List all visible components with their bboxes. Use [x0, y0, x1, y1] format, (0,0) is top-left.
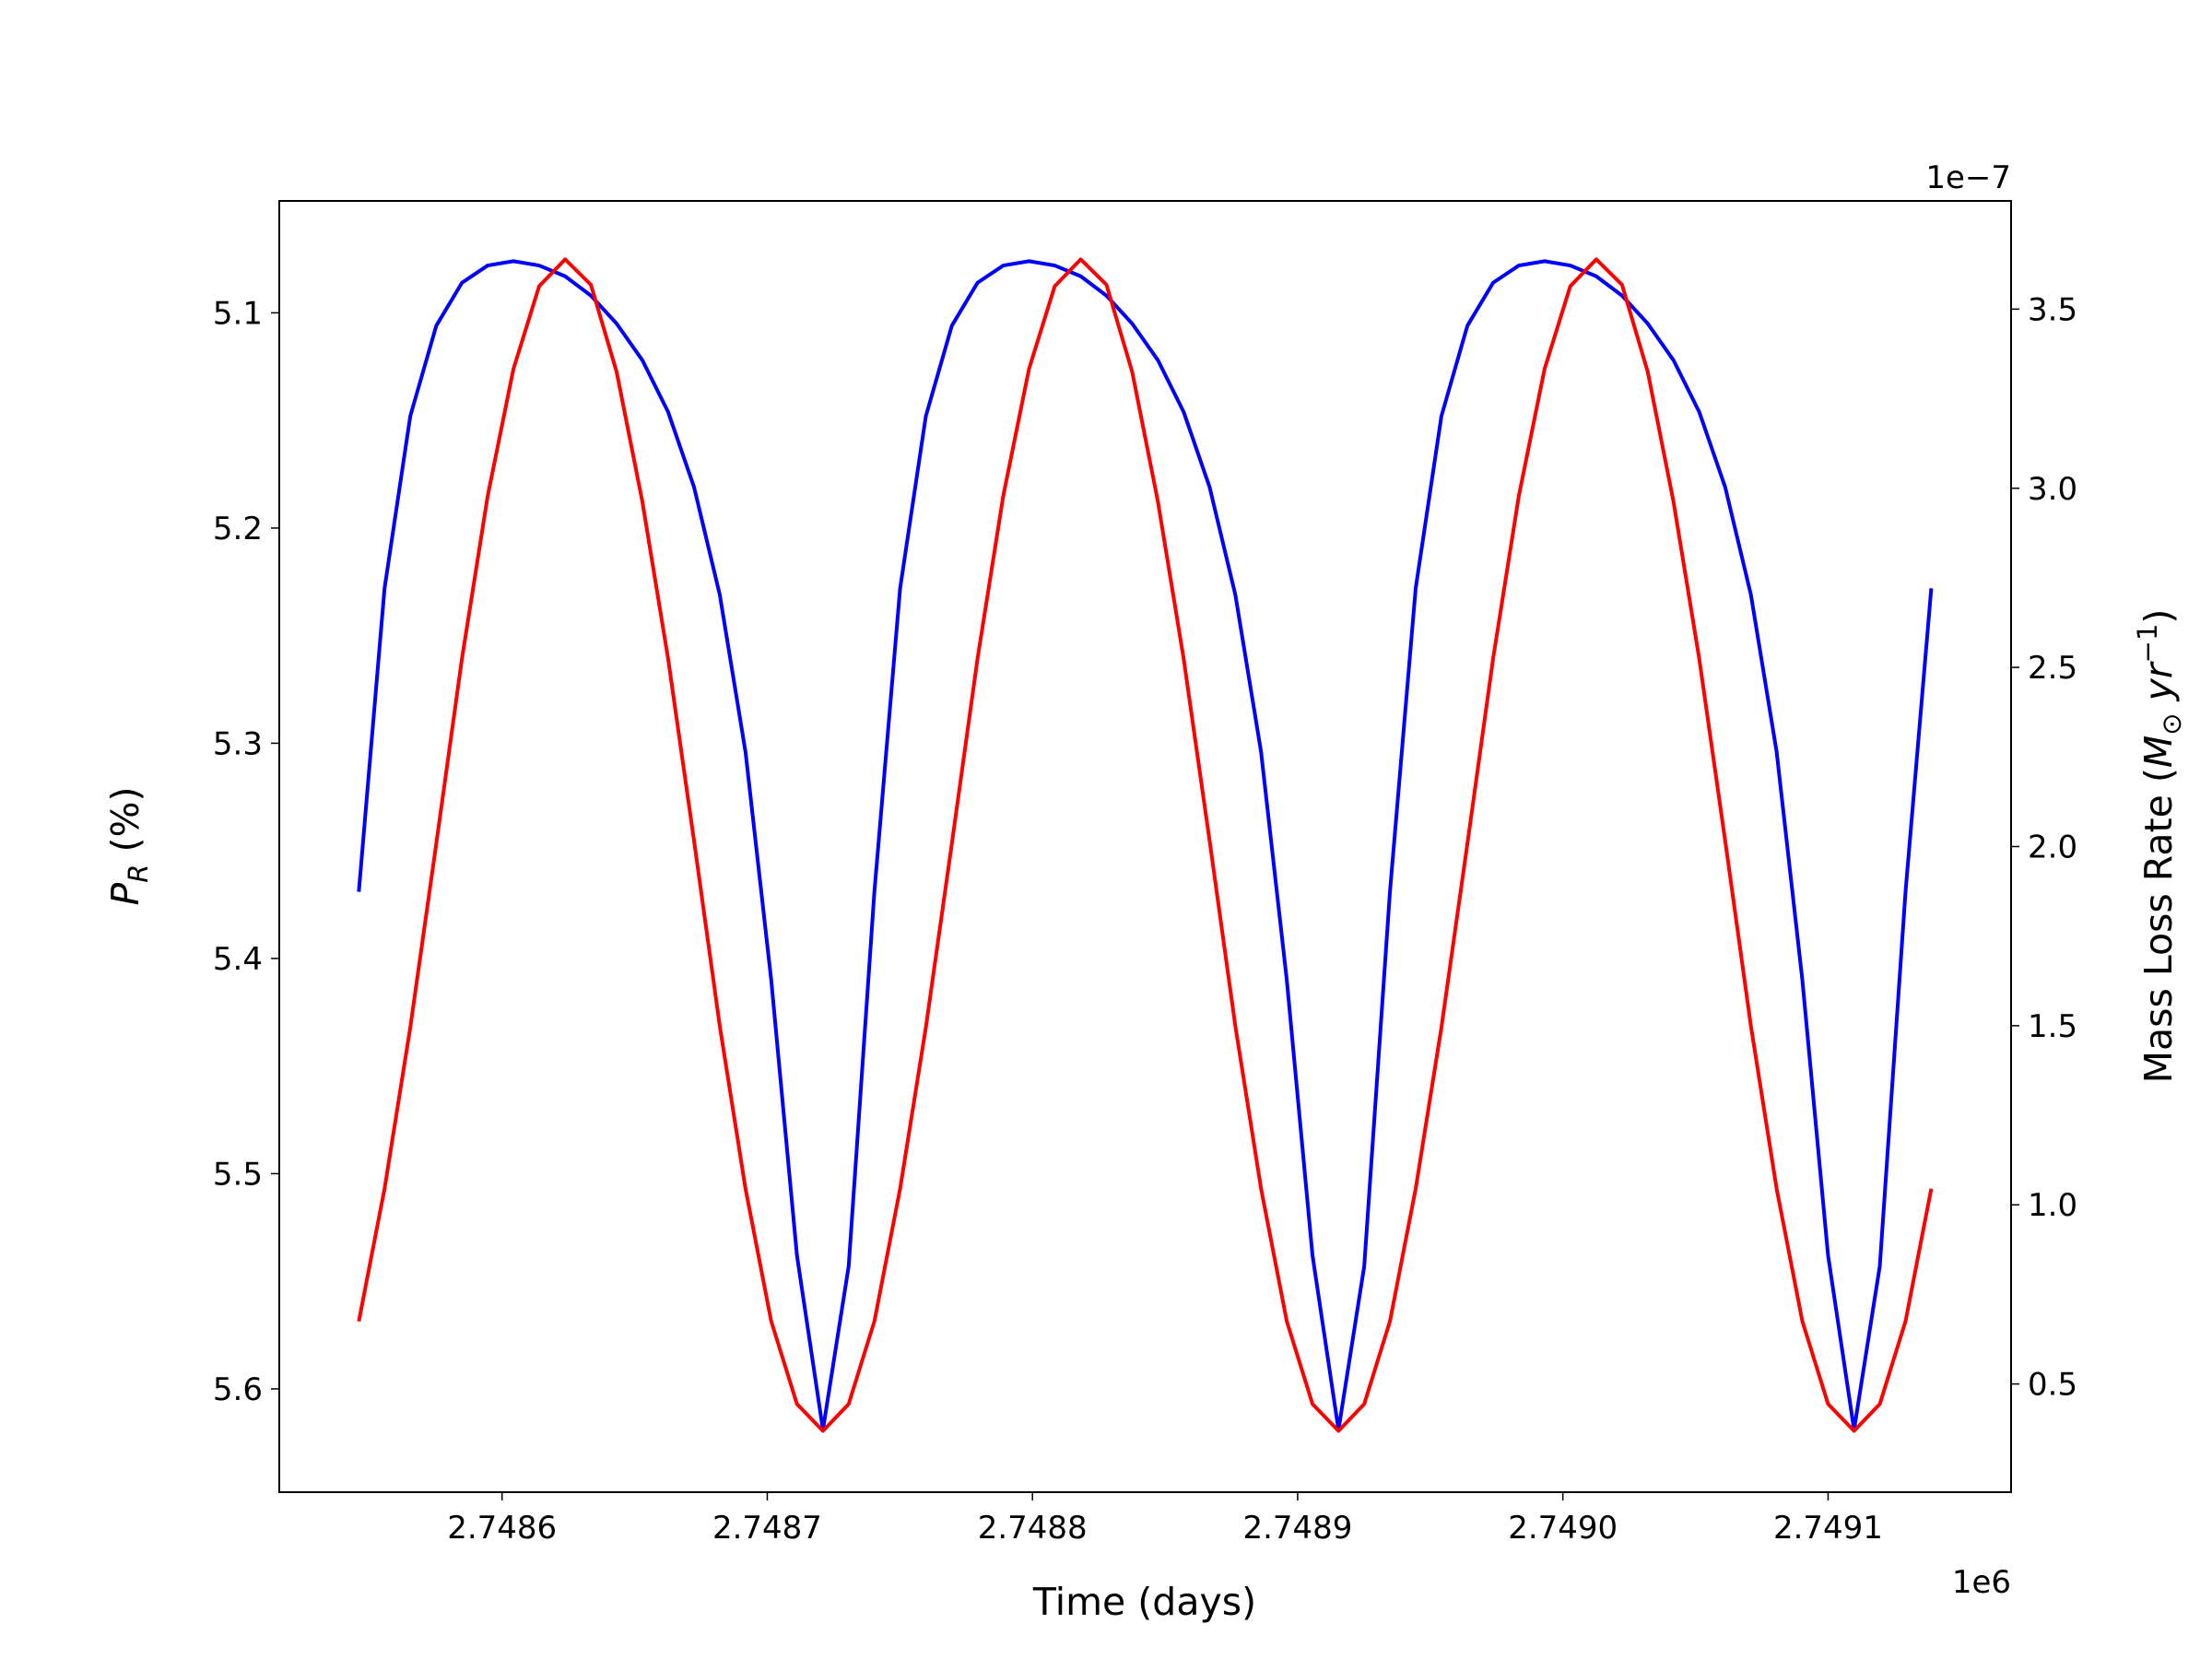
data-line — [357, 257, 1934, 1433]
plot-frame — [278, 200, 2012, 1493]
x-tick-label: 2.7488 — [978, 1510, 1088, 1547]
x-axis-label: Time (days) — [1032, 1580, 1256, 1624]
x-offset-label: 1e6 — [1952, 1564, 2011, 1601]
x-tick-label: 2.7491 — [1773, 1510, 1883, 1547]
y-tick-label: 5.2 — [213, 511, 263, 547]
y2-label-unit: yr — [2136, 661, 2181, 712]
y-label-subscript: R — [123, 865, 154, 883]
y-axis-label: PR (%) — [103, 787, 154, 906]
y2-label-superscript: −1 — [2132, 624, 2163, 664]
y-tick-label: 5.1 — [213, 295, 263, 332]
y2-tick-label: 2.5 — [2028, 650, 2077, 687]
y2-label-symbol: M — [2136, 735, 2181, 768]
y2-label-close: ) — [2136, 609, 2181, 624]
y2-tick-label: 0.5 — [2028, 1367, 2077, 1404]
y-tick-label: 5.4 — [213, 941, 263, 978]
data-line — [357, 259, 1934, 1432]
y2-offset-label: 1e−7 — [1925, 159, 2011, 196]
y-tick-label: 5.3 — [213, 725, 263, 762]
x-tick-label: 2.7487 — [712, 1510, 822, 1547]
y2-label-text: Mass Loss Rate ( — [2136, 768, 2181, 1083]
y-tick-label: 5.6 — [213, 1371, 263, 1408]
x-tick-label: 2.7486 — [447, 1510, 557, 1547]
y2-tick-label: 3.0 — [2028, 471, 2077, 508]
x-tick-label: 2.7490 — [1508, 1510, 1618, 1547]
y2-tick-label: 2.0 — [2028, 830, 2077, 866]
y2-label-subscript: ⊙ — [2156, 712, 2187, 735]
y2-tick-label: 1.5 — [2028, 1008, 2077, 1045]
y-tick-label: 5.5 — [213, 1156, 263, 1193]
y2-axis-label: Mass Loss Rate (M⊙ yr−1) — [2132, 609, 2187, 1084]
y2-tick-label: 3.5 — [2028, 291, 2077, 328]
y-label-symbol: P — [103, 882, 147, 905]
x-tick-label: 2.7489 — [1242, 1510, 1352, 1547]
y2-tick-label: 1.0 — [2028, 1187, 2077, 1224]
y-label-unit: (%) — [103, 787, 147, 865]
